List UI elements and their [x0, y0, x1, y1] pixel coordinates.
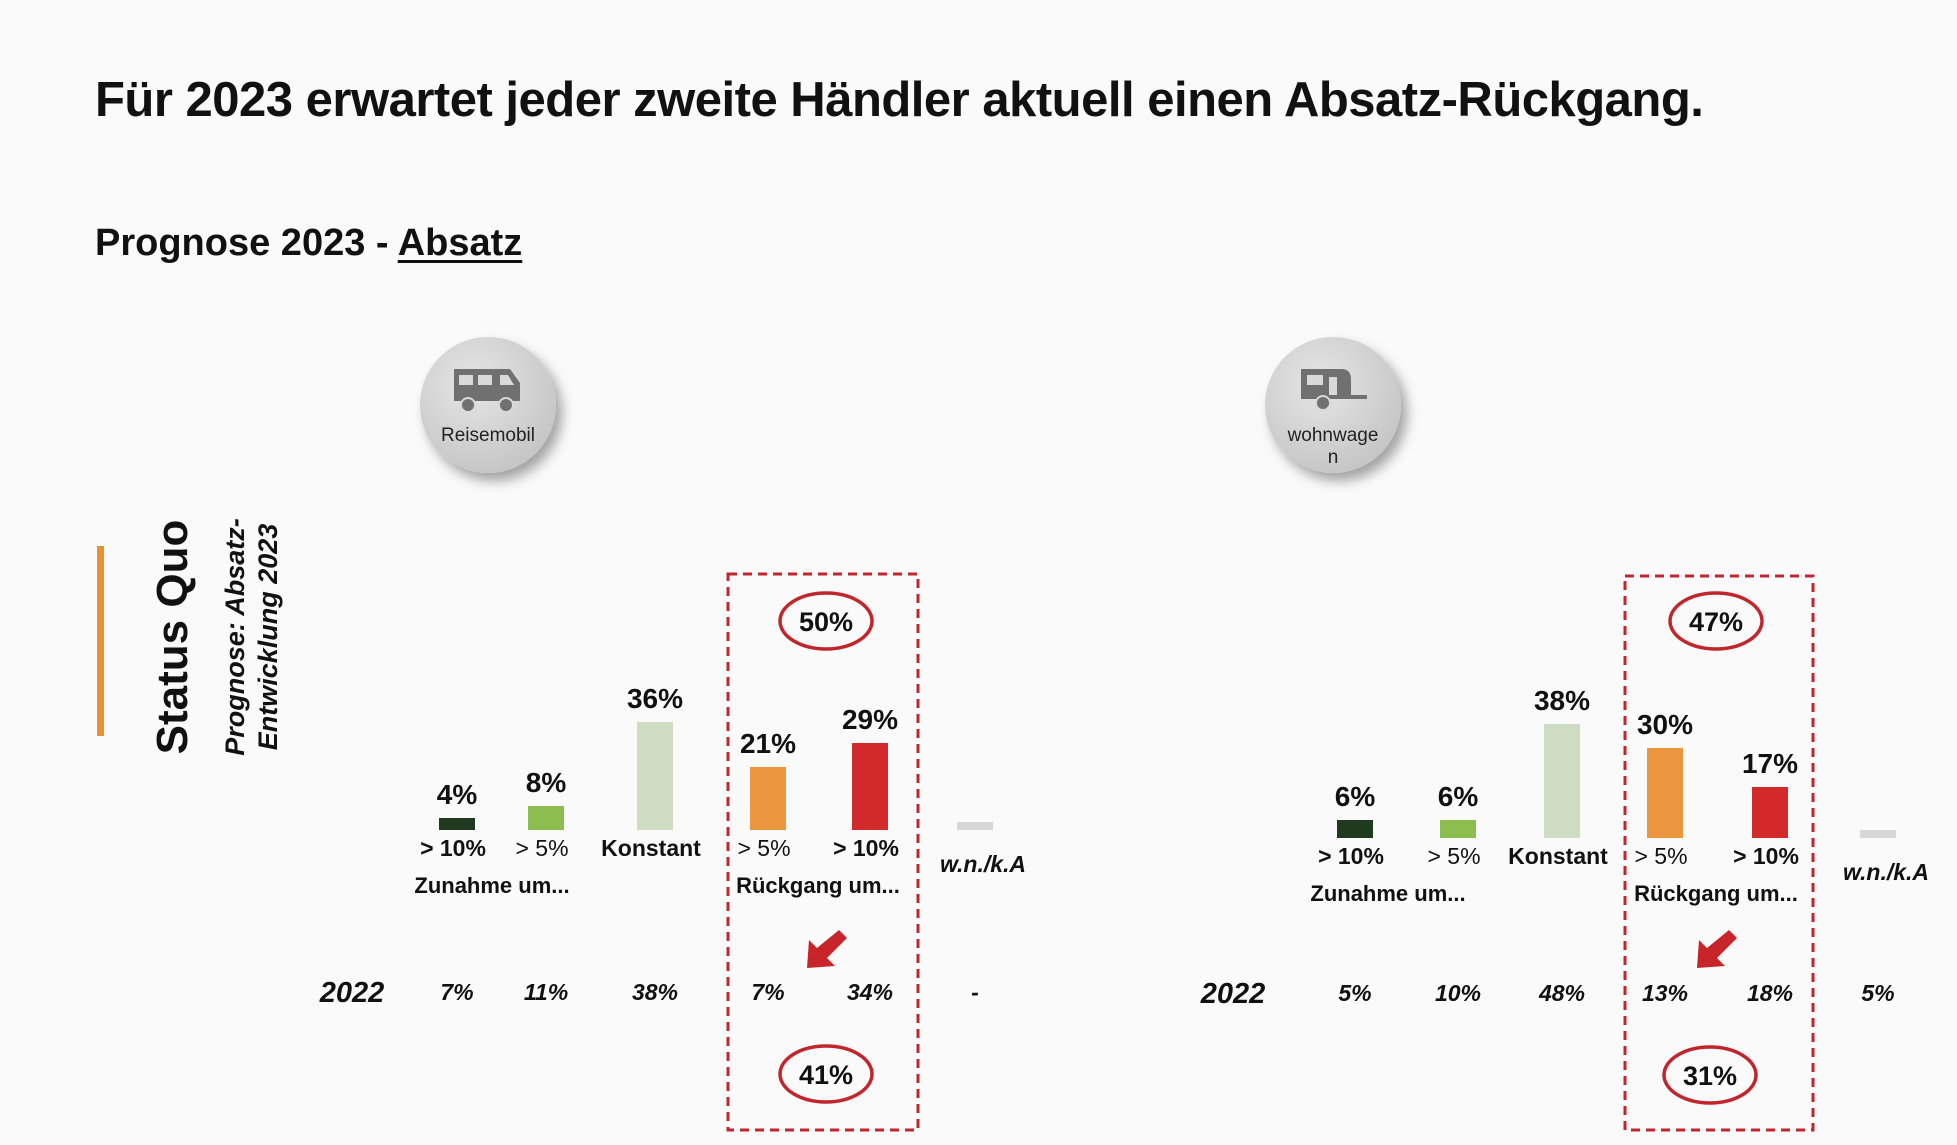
bar-value-label: 17%	[1742, 748, 1798, 779]
rueckgang-frame	[1623, 574, 1815, 1132]
down-arrow-icon	[1697, 930, 1737, 968]
category-label: > 5%	[1634, 843, 1687, 869]
total-2022-label: 41%	[799, 1060, 853, 1090]
page-subtitle: Prognose 2023 - Absatz	[95, 222, 522, 265]
category-label: Konstant	[601, 835, 701, 861]
value-2022: 7%	[440, 979, 473, 1005]
rueckgang-frame	[726, 572, 920, 1132]
caravan-badge: wohnwage n	[1265, 337, 1401, 473]
bar-value-label: 4%	[437, 779, 478, 810]
value-2022: -	[971, 979, 979, 1005]
bar-value-label: 30%	[1637, 709, 1693, 740]
total-2023-circle	[1668, 591, 1764, 651]
caravan-label: wohnwage n	[1287, 425, 1379, 468]
bar	[1860, 830, 1896, 838]
bar	[750, 767, 786, 830]
bar	[1647, 748, 1683, 838]
value-2022: 5%	[1338, 980, 1371, 1006]
category-label: > 5%	[1427, 843, 1480, 869]
bar-value-label: 29%	[842, 704, 898, 735]
group-label-rueckgang: Rückgang um...	[1634, 881, 1798, 906]
bar-value-label: 36%	[627, 683, 683, 714]
subtitle-prefix: Prognose 2023 -	[95, 222, 398, 264]
total-2022-label: 31%	[1683, 1061, 1737, 1091]
group-label-zunahme: Zunahme um...	[1310, 881, 1465, 906]
bar	[852, 743, 888, 830]
page-title: Für 2023 erwartet jeder zweite Händler a…	[95, 73, 1704, 127]
down-arrow-icon	[807, 930, 847, 968]
motorhome-badge: Reisemobil	[420, 337, 556, 473]
category-label: w.n./k.A	[940, 851, 1026, 877]
subtitle-underlined: Absatz	[397, 222, 523, 264]
bar	[1544, 724, 1580, 838]
bar	[1337, 820, 1373, 838]
bar	[528, 806, 564, 830]
bar	[637, 722, 673, 830]
total-2022-circle	[778, 1044, 874, 1104]
value-2022: 11%	[524, 979, 568, 1005]
group-label-rueckgang: Rückgang um...	[736, 873, 900, 898]
row-2022-label: 2022	[319, 977, 385, 1009]
row-2022-label: 2022	[1200, 978, 1266, 1010]
total-2023-label: 47%	[1689, 607, 1743, 637]
bar-value-label: 6%	[1335, 781, 1376, 812]
value-2022: 10%	[1435, 980, 1481, 1006]
total-2023-circle	[778, 591, 874, 651]
category-label: > 10%	[1733, 843, 1799, 869]
total-2022-circle	[1662, 1045, 1758, 1105]
motorhome-icon	[454, 369, 520, 413]
value-2022: 7%	[751, 979, 784, 1005]
value-2022: 13%	[1642, 980, 1688, 1006]
category-label: > 10%	[833, 835, 899, 861]
accent-bar	[97, 546, 104, 736]
category-label: Konstant	[1508, 843, 1608, 869]
bar	[1440, 820, 1476, 838]
caravan-icon	[1301, 369, 1367, 411]
bar-value-label: 21%	[740, 728, 796, 759]
value-2022: 38%	[632, 979, 678, 1005]
total-2023-label: 50%	[799, 607, 853, 637]
value-2022: 34%	[847, 979, 893, 1005]
category-label: > 10%	[420, 835, 486, 861]
bar-value-label: 38%	[1534, 685, 1590, 716]
category-label: w.n./k.A	[1843, 859, 1929, 885]
value-2022: 5%	[1861, 980, 1894, 1006]
value-2022: 48%	[1538, 980, 1585, 1006]
bar	[439, 818, 475, 830]
category-label: > 10%	[1318, 843, 1384, 869]
bar	[957, 822, 993, 830]
value-2022: 18%	[1747, 980, 1793, 1006]
group-label-zunahme: Zunahme um...	[414, 873, 569, 898]
category-label: > 5%	[737, 835, 790, 861]
category-label: > 5%	[515, 835, 568, 861]
motorhome-label: Reisemobil	[441, 425, 535, 446]
bar-value-label: 8%	[526, 767, 567, 798]
bar-value-label: 6%	[1438, 781, 1479, 812]
bar	[1752, 787, 1788, 838]
